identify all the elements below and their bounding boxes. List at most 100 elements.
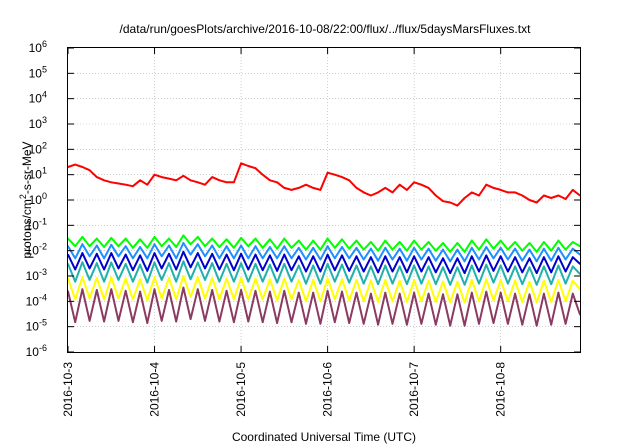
series-4-point bbox=[146, 269, 149, 272]
series-2-point bbox=[168, 237, 170, 240]
series-2-point bbox=[470, 239, 473, 242]
series-6-point bbox=[499, 279, 502, 281]
series-7-point bbox=[499, 291, 502, 294]
series-4-point bbox=[103, 268, 105, 271]
series-7-point bbox=[420, 322, 423, 325]
series-3-point bbox=[117, 255, 120, 258]
series-5-point bbox=[571, 265, 574, 268]
series-6-point bbox=[117, 297, 120, 300]
series-6-point bbox=[391, 300, 394, 303]
series-1-point bbox=[319, 189, 322, 191]
series-1-point bbox=[225, 181, 228, 184]
series-5-point bbox=[456, 266, 459, 269]
series-5-point bbox=[391, 282, 394, 285]
y-tick-exp: 0 bbox=[42, 191, 47, 201]
chart-title: /data/run/goesPlots/archive/2016-10-08/2… bbox=[120, 22, 532, 36]
series-7-point bbox=[88, 319, 91, 322]
series-2-point bbox=[297, 239, 300, 242]
series-6-point bbox=[470, 279, 473, 281]
series-3-line bbox=[67, 242, 581, 263]
series-4-point bbox=[478, 270, 480, 273]
x-tick-label: 2016-10-7 bbox=[407, 362, 421, 417]
series-4-point bbox=[182, 250, 185, 253]
series-4-point bbox=[326, 253, 329, 256]
series-5-point bbox=[204, 279, 206, 281]
series-2-point bbox=[521, 249, 524, 252]
series-4-point bbox=[240, 252, 242, 255]
series-2-point bbox=[189, 243, 192, 246]
series-1-point bbox=[269, 179, 271, 182]
series-5-point bbox=[290, 280, 293, 283]
series-3-point bbox=[521, 259, 524, 262]
series-6-point bbox=[362, 300, 365, 303]
y-tick-base: 10 bbox=[26, 345, 40, 359]
series-4-point bbox=[333, 269, 336, 272]
series-5-point bbox=[333, 280, 336, 283]
series-6-point bbox=[124, 277, 127, 280]
series-3-point bbox=[103, 257, 105, 260]
series-2-point bbox=[550, 249, 553, 252]
series-5-point bbox=[427, 265, 430, 268]
series-2-point bbox=[434, 249, 437, 252]
series-4-point bbox=[139, 254, 142, 257]
series-4-point bbox=[132, 269, 134, 272]
series-6-point bbox=[571, 279, 574, 282]
series-4-point bbox=[341, 254, 343, 257]
y-tick-base: 10 bbox=[29, 41, 43, 55]
series-2-point bbox=[175, 246, 178, 248]
series-2-point bbox=[564, 248, 567, 251]
series-7 bbox=[67, 286, 581, 327]
series-7-point bbox=[297, 291, 300, 294]
series-7-point bbox=[117, 319, 120, 322]
series-4-point bbox=[232, 269, 235, 272]
series-4-point bbox=[369, 256, 372, 259]
series-1-point bbox=[434, 194, 437, 197]
series-6-point bbox=[110, 276, 113, 279]
series-3-point bbox=[319, 258, 322, 261]
series-2-point bbox=[305, 248, 307, 251]
series-6-point bbox=[305, 300, 307, 303]
series-5-point bbox=[528, 266, 531, 269]
series-5-point bbox=[232, 280, 235, 283]
series-6-point bbox=[218, 298, 221, 301]
series-1-point bbox=[449, 201, 452, 204]
series-7-point bbox=[204, 319, 206, 322]
series-6-point bbox=[456, 280, 459, 283]
series-4-point bbox=[391, 270, 394, 273]
series-3-point bbox=[434, 259, 437, 262]
series-3-point bbox=[189, 253, 192, 256]
series-4-point bbox=[506, 270, 509, 273]
series-1-point bbox=[117, 182, 120, 185]
series-5-point bbox=[319, 282, 322, 285]
series-7-point bbox=[74, 321, 77, 324]
series-4-point bbox=[420, 270, 423, 273]
series-4-point bbox=[160, 267, 163, 270]
series-1-point bbox=[333, 173, 336, 176]
series-5-point bbox=[160, 279, 163, 281]
series-3-point bbox=[74, 257, 77, 260]
series-5-point bbox=[225, 263, 228, 265]
series-3-point bbox=[261, 257, 264, 260]
series-3-point bbox=[283, 245, 286, 248]
series-7-point bbox=[398, 292, 401, 295]
series-2-point bbox=[420, 248, 423, 251]
series-4-point bbox=[492, 269, 495, 272]
series-3-point bbox=[485, 246, 488, 248]
series-1-point bbox=[312, 187, 315, 189]
series-5-line bbox=[67, 260, 581, 286]
series-1-point bbox=[276, 181, 279, 184]
series-2-point bbox=[319, 248, 322, 251]
y-tick-exp: 1 bbox=[42, 166, 47, 176]
series-7-point bbox=[506, 322, 509, 325]
series-3-point bbox=[550, 259, 553, 262]
series-5-point bbox=[369, 265, 372, 268]
series-5-point bbox=[506, 282, 509, 285]
series-1-point bbox=[160, 176, 163, 179]
series-7-point bbox=[81, 288, 84, 291]
series-6-point bbox=[254, 277, 257, 280]
series-2-point bbox=[449, 250, 452, 253]
series-4-point bbox=[276, 269, 279, 272]
series-6-point bbox=[204, 297, 206, 300]
series-7-point bbox=[269, 290, 271, 293]
series-5-point bbox=[312, 264, 315, 267]
